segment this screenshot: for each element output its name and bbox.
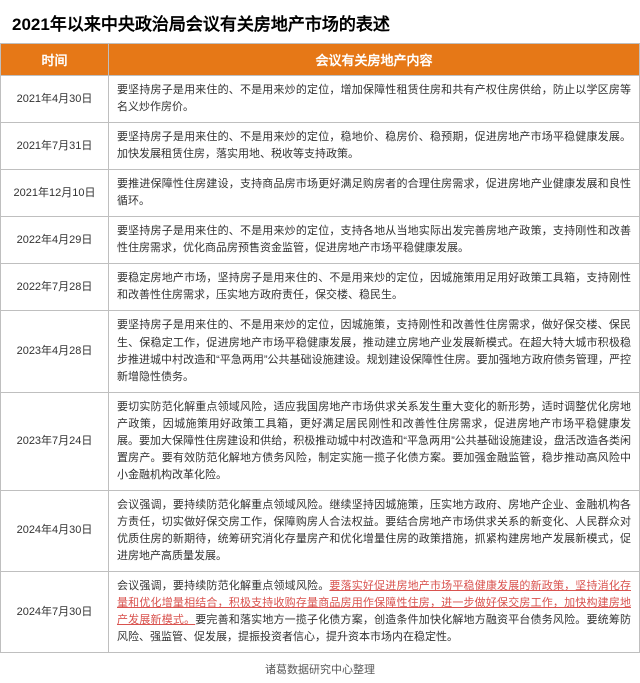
policy-table: 时间 会议有关房地产内容 2021年4月30日要坚持房子是用来住的、不是用来炒的… — [0, 43, 640, 653]
table-row: 2021年12月10日要推进保障性住房建设，支持商品房市场更好满足购房者的合理住… — [1, 170, 640, 217]
cell-content: 要坚持房子是用来住的、不是用来炒的定位，支持各地从当地实际出发完善房地产政策，支… — [109, 217, 640, 264]
table-body: 2021年4月30日要坚持房子是用来住的、不是用来炒的定位，增加保障性租赁住房和… — [1, 76, 640, 653]
cell-date: 2023年4月28日 — [1, 311, 109, 392]
table-row: 2024年7月30日 会议强调，要持续防范化解重点领域风险。要落实好促进房地产市… — [1, 572, 640, 653]
table-row: 2021年7月31日要坚持房子是用来住的、不是用来炒的定位，稳地价、稳房价、稳预… — [1, 123, 640, 170]
cell-date: 2022年4月29日 — [1, 217, 109, 264]
cell-date: 2021年4月30日 — [1, 76, 109, 123]
table-row: 2022年7月28日要稳定房地产市场，坚持房子是用来住的、不是用来炒的定位，因城… — [1, 264, 640, 311]
cell-content: 会议强调，要持续防范化解重点领域风险。要落实好促进房地产市场平稳健康发展的新政策… — [109, 572, 640, 653]
table-row: 2022年4月29日要坚持房子是用来住的、不是用来炒的定位，支持各地从当地实际出… — [1, 217, 640, 264]
cell-content: 会议强调，要持续防范化解重点领域风险。继续坚持因城施策，压实地方政府、房地产企业… — [109, 490, 640, 571]
cell-content: 要切实防范化解重点领域风险，适应我国房地产市场供求关系发生重大变化的新形势，适时… — [109, 392, 640, 490]
text-plain: 会议强调，要持续防范化解重点领域风险。 — [117, 580, 329, 592]
th-date: 时间 — [1, 44, 109, 76]
cell-date: 2023年7月24日 — [1, 392, 109, 490]
cell-content: 要稳定房地产市场，坚持房子是用来住的、不是用来炒的定位，因城施策用足用好政策工具… — [109, 264, 640, 311]
table-row: 2023年4月28日要坚持房子是用来住的、不是用来炒的定位，因城施策，支持刚性和… — [1, 311, 640, 392]
cell-content: 要坚持房子是用来住的、不是用来炒的定位，因城施策，支持刚性和改善性住房需求，做好… — [109, 311, 640, 392]
cell-content: 要推进保障性住房建设，支持商品房市场更好满足购房者的合理住房需求，促进房地产业健… — [109, 170, 640, 217]
cell-content: 要坚持房子是用来住的、不是用来炒的定位，稳地价、稳房价、稳预期，促进房地产市场平… — [109, 123, 640, 170]
cell-date: 2024年4月30日 — [1, 490, 109, 571]
cell-date: 2024年7月30日 — [1, 572, 109, 653]
table-row: 2021年4月30日要坚持房子是用来住的、不是用来炒的定位，增加保障性租赁住房和… — [1, 76, 640, 123]
cell-date: 2021年12月10日 — [1, 170, 109, 217]
footer-source: 诸葛数据研究中心整理 — [0, 653, 640, 683]
cell-content: 要坚持房子是用来住的、不是用来炒的定位，增加保障性租赁住房和共有产权住房供给，防… — [109, 76, 640, 123]
page-title: 2021年以来中央政治局会议有关房地产市场的表述 — [0, 0, 640, 43]
table-row: 2024年4月30日会议强调，要持续防范化解重点领域风险。继续坚持因城施策，压实… — [1, 490, 640, 571]
cell-date: 2021年7月31日 — [1, 123, 109, 170]
table-row: 2023年7月24日要切实防范化解重点领域风险，适应我国房地产市场供求关系发生重… — [1, 392, 640, 490]
cell-date: 2022年7月28日 — [1, 264, 109, 311]
th-content: 会议有关房地产内容 — [109, 44, 640, 76]
